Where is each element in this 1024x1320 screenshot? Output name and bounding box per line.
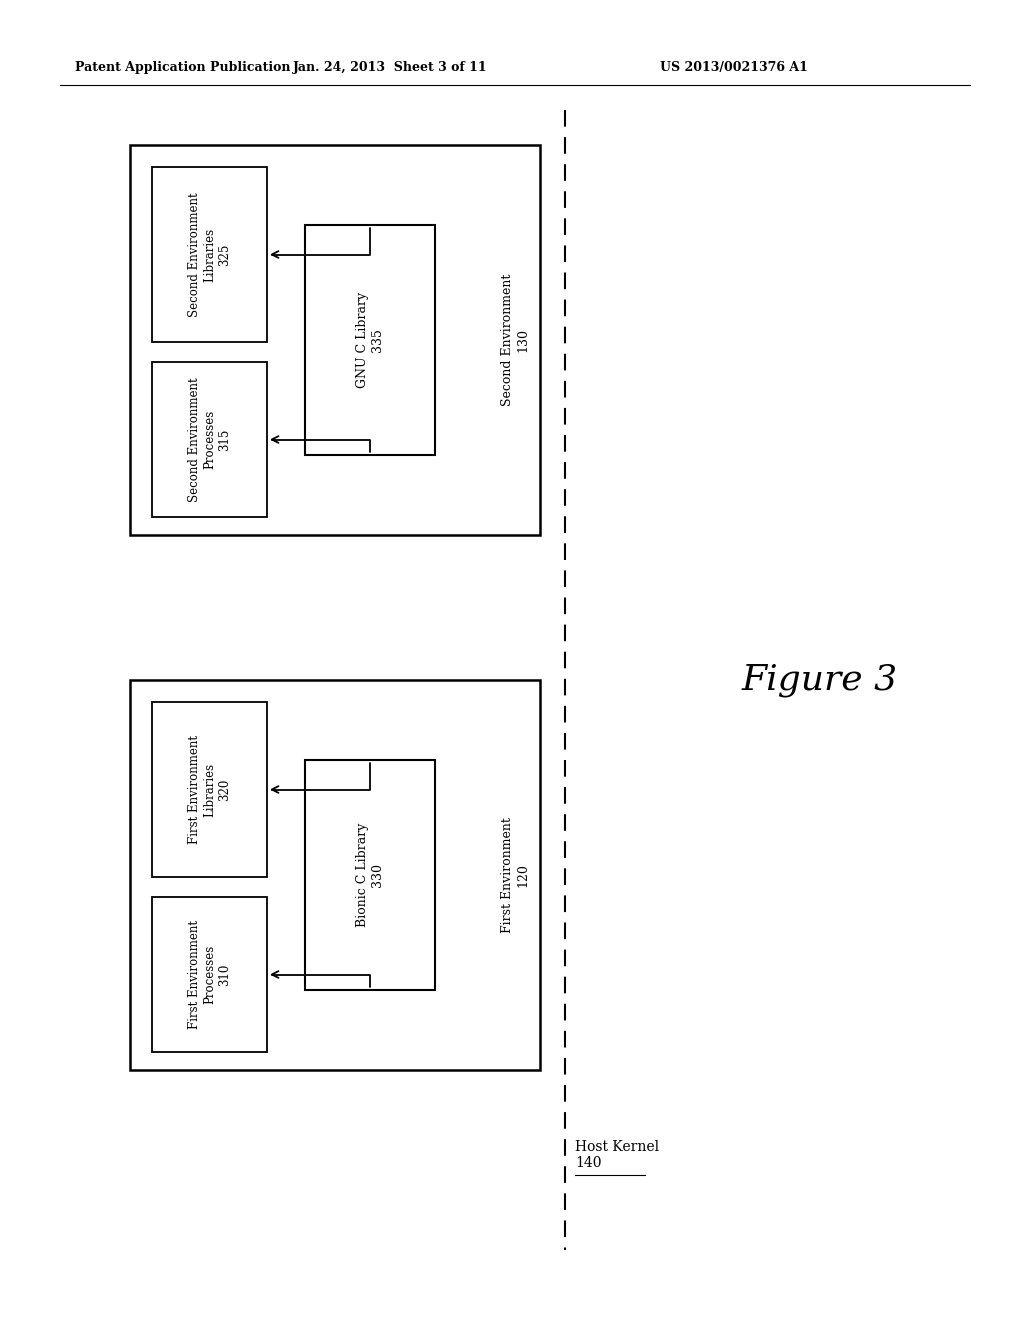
Text: Figure 3: Figure 3 <box>742 663 898 697</box>
Text: First Environment
Processes
310: First Environment Processes 310 <box>188 920 231 1030</box>
Text: First Environment
Libraries
320: First Environment Libraries 320 <box>188 735 231 843</box>
Text: Second Environment
Libraries
325: Second Environment Libraries 325 <box>188 193 231 317</box>
Bar <box>130 680 540 1071</box>
Bar <box>130 145 540 535</box>
Text: Patent Application Publication: Patent Application Publication <box>75 62 291 74</box>
Bar <box>152 362 267 517</box>
Text: GNU C Library
335: GNU C Library 335 <box>356 292 384 388</box>
Text: Second Environment
Processes
315: Second Environment Processes 315 <box>188 378 231 502</box>
Text: US 2013/0021376 A1: US 2013/0021376 A1 <box>660 62 808 74</box>
Text: Bionic C Library
330: Bionic C Library 330 <box>356 822 384 927</box>
Bar <box>152 168 267 342</box>
Bar <box>152 702 267 876</box>
Text: Jan. 24, 2013  Sheet 3 of 11: Jan. 24, 2013 Sheet 3 of 11 <box>293 62 487 74</box>
Bar <box>152 898 267 1052</box>
Text: Second Environment
130: Second Environment 130 <box>501 273 529 407</box>
Bar <box>305 224 435 455</box>
Text: First Environment
120: First Environment 120 <box>501 817 529 933</box>
Text: Host Kernel
140: Host Kernel 140 <box>575 1140 659 1170</box>
Bar <box>305 760 435 990</box>
